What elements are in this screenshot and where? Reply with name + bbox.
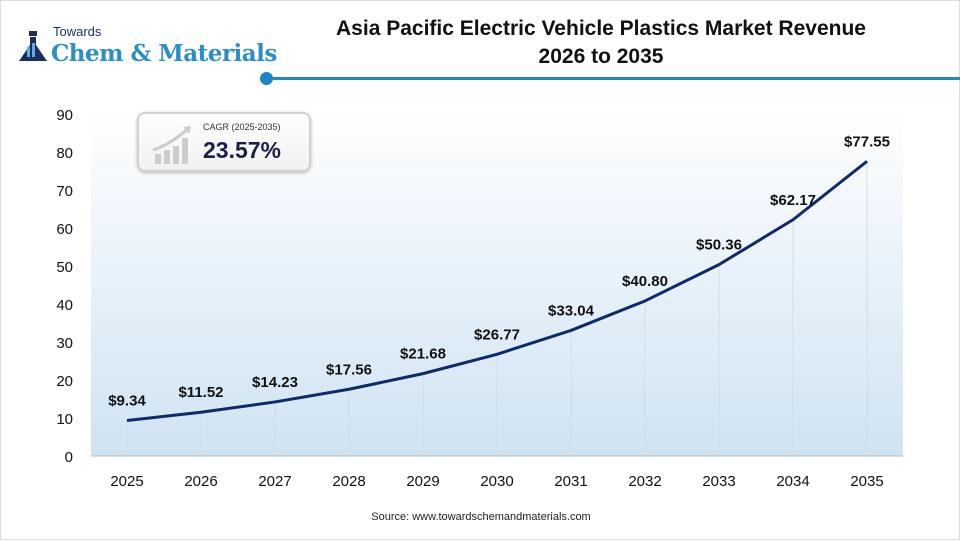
cagr-box: CAGR (2025-2035) 23.57% xyxy=(137,112,311,172)
x-tick-label: 2032 xyxy=(628,473,661,490)
y-tick-label: 10 xyxy=(56,411,73,428)
cagr-value: 23.57% xyxy=(203,136,281,164)
y-tick-label: 50 xyxy=(56,259,73,276)
cagr-label: CAGR (2025-2035) xyxy=(203,121,281,133)
data-label: $62.17 xyxy=(770,192,816,209)
data-label: $26.77 xyxy=(474,326,520,343)
data-label: $9.34 xyxy=(108,393,146,410)
y-tick-label: 20 xyxy=(56,373,73,390)
y-tick-label: 40 xyxy=(56,297,73,314)
y-tick-label: 90 xyxy=(56,107,73,124)
data-label: $33.04 xyxy=(548,302,595,319)
x-tick-label: 2030 xyxy=(480,473,513,490)
x-tick-label: 2025 xyxy=(110,473,143,490)
data-label: $50.36 xyxy=(696,237,742,254)
x-tick-label: 2034 xyxy=(776,473,809,490)
x-tick-label: 2027 xyxy=(258,473,291,490)
x-tick-label: 2028 xyxy=(332,473,365,490)
y-tick-label: 30 xyxy=(56,335,73,352)
y-tick-label: 80 xyxy=(56,145,73,162)
x-tick-label: 2033 xyxy=(702,473,735,490)
growth-chart-icon xyxy=(151,124,199,166)
x-tick-label: 2029 xyxy=(406,473,439,490)
data-label: $14.23 xyxy=(252,374,298,391)
source-note: Source: www.towardschemandmaterials.com xyxy=(1,511,960,523)
x-tick-label: 2026 xyxy=(184,473,217,490)
y-tick-label: 60 xyxy=(56,221,73,238)
x-tick-label: 2035 xyxy=(850,473,883,490)
y-tick-label: 70 xyxy=(56,183,73,200)
data-label: $11.52 xyxy=(178,384,223,401)
y-tick-label: 0 xyxy=(65,449,73,466)
data-label: $77.55 xyxy=(844,133,890,150)
data-label: $21.68 xyxy=(400,346,446,363)
x-tick-label: 2031 xyxy=(554,473,587,490)
data-label: $17.56 xyxy=(326,361,372,378)
data-label: $40.80 xyxy=(622,273,668,290)
